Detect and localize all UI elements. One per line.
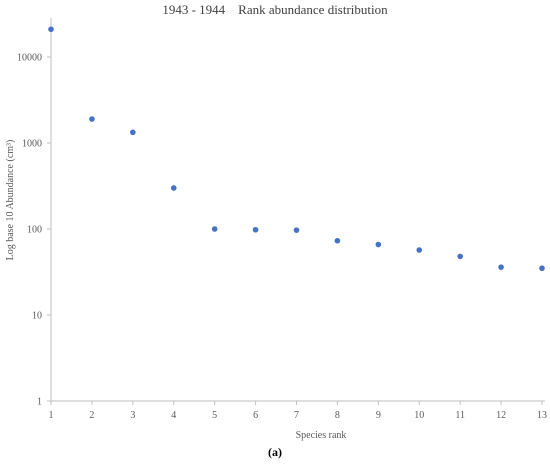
chart-title: 1943 - 1944 Rank abundance distribution (162, 2, 388, 17)
x-axis-label: Species rank (296, 430, 347, 441)
y-tick-label: 100 (27, 225, 42, 236)
y-tick-label: 1000 (22, 139, 42, 150)
data-point (170, 185, 177, 191)
x-tick-label: 2 (89, 410, 94, 421)
x-tick-label: 4 (171, 410, 176, 421)
data-point (334, 237, 341, 244)
x-tick-label: 5 (212, 410, 217, 421)
data-point (293, 227, 300, 233)
data-point (48, 26, 54, 33)
x-tick-label: 6 (253, 410, 258, 421)
data-point (252, 226, 259, 233)
x-tick-label: 12 (496, 410, 506, 421)
x-tick-label: 9 (376, 410, 381, 421)
x-tick-label: 1 (49, 410, 54, 421)
data-point (498, 264, 504, 270)
y-tick-label: 1 (37, 397, 42, 408)
x-tick-label: 10 (414, 410, 424, 421)
data-point (375, 241, 382, 248)
figure-caption: (a) (268, 445, 282, 459)
x-tick-label: 11 (455, 410, 465, 421)
x-tick-label: 8 (335, 410, 340, 421)
data-point (89, 116, 95, 122)
y-tick-label: 10 (32, 311, 42, 322)
data-point (130, 129, 136, 136)
x-tick-label: 3 (130, 410, 135, 421)
data-point (211, 226, 218, 232)
x-tick-label: 7 (294, 410, 299, 421)
data-point (416, 247, 423, 253)
x-tick-label: 13 (537, 410, 547, 421)
y-tick-label: 10000 (17, 53, 42, 64)
y-axis-label: Log base 10 Abundance (cm³) (5, 140, 16, 261)
data-point (457, 253, 463, 260)
data-point (539, 265, 545, 272)
